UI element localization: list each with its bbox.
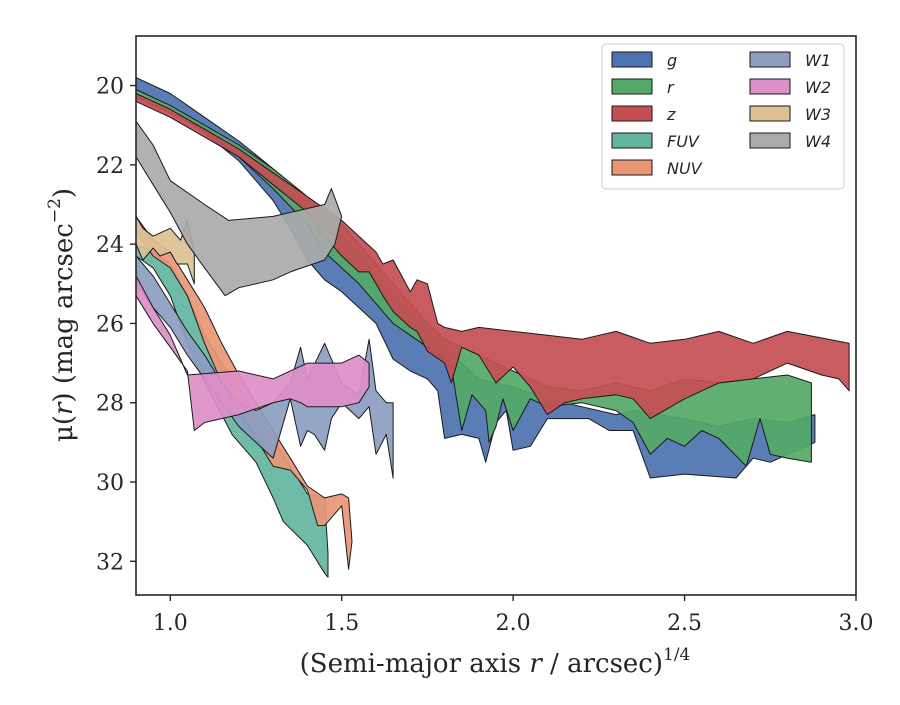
y-tick-label: 26 bbox=[96, 312, 124, 337]
legend-label-w4: W4 bbox=[805, 132, 831, 151]
series-band-w3 bbox=[135, 215, 195, 285]
legend-label-w1: W1 bbox=[805, 51, 831, 70]
legend-swatch-w3 bbox=[749, 105, 791, 122]
legend-swatch-g bbox=[611, 51, 653, 68]
x-tick-label: 2.5 bbox=[667, 611, 702, 636]
legend-swatch-z bbox=[611, 105, 653, 122]
x-axis-label: (Semi-major axis r / arcsec)1/4 bbox=[300, 645, 691, 679]
legend-label-w2: W2 bbox=[805, 78, 831, 97]
legend-label-g: g bbox=[667, 51, 677, 70]
y-tick-label: 30 bbox=[96, 471, 124, 496]
legend-swatch-r bbox=[611, 78, 653, 95]
y-tick-label: 20 bbox=[96, 75, 124, 100]
x-tick-label: 2.0 bbox=[496, 611, 531, 636]
y-axis-label: μ(r) (mag arcsec−2) bbox=[45, 188, 79, 442]
legend-swatch-w1 bbox=[749, 51, 791, 68]
legend-label-r: r bbox=[667, 78, 675, 97]
legend-label-fuv: FUV bbox=[667, 132, 700, 151]
legend-label-w3: W3 bbox=[805, 105, 831, 124]
legend-label-z: z bbox=[666, 105, 676, 124]
x-tick-label: 3.0 bbox=[839, 611, 874, 636]
legend: grz FUV NUV W1 W2 W3 W4 bbox=[601, 43, 845, 190]
tick-layer: 1.0 1.5 2.0 2.5 3.0 20 22 24 26 28 30 32 bbox=[96, 75, 874, 636]
legend-swatch-nuv bbox=[611, 159, 653, 176]
legend-label-nuv: NUV bbox=[667, 159, 703, 178]
y-tick-label: 24 bbox=[96, 233, 124, 258]
legend-swatch-w4 bbox=[749, 132, 791, 149]
plot-frame bbox=[135, 35, 857, 596]
series-band-z bbox=[135, 93, 850, 420]
y-tick-label: 32 bbox=[96, 550, 124, 575]
y-tick-label: 22 bbox=[96, 154, 124, 179]
series-layer bbox=[135, 77, 850, 578]
y-tick-label: 28 bbox=[96, 392, 124, 417]
legend-swatch-w2 bbox=[749, 78, 791, 95]
x-tick-label: 1.5 bbox=[324, 611, 359, 636]
legend-swatch-fuv bbox=[611, 132, 653, 149]
legend-entries: grz FUV NUV W1 W2 W3 W4 bbox=[611, 51, 831, 178]
x-tick-label: 1.0 bbox=[153, 611, 188, 636]
series-band-w4 bbox=[135, 120, 343, 297]
series-band-w2 bbox=[135, 275, 370, 431]
